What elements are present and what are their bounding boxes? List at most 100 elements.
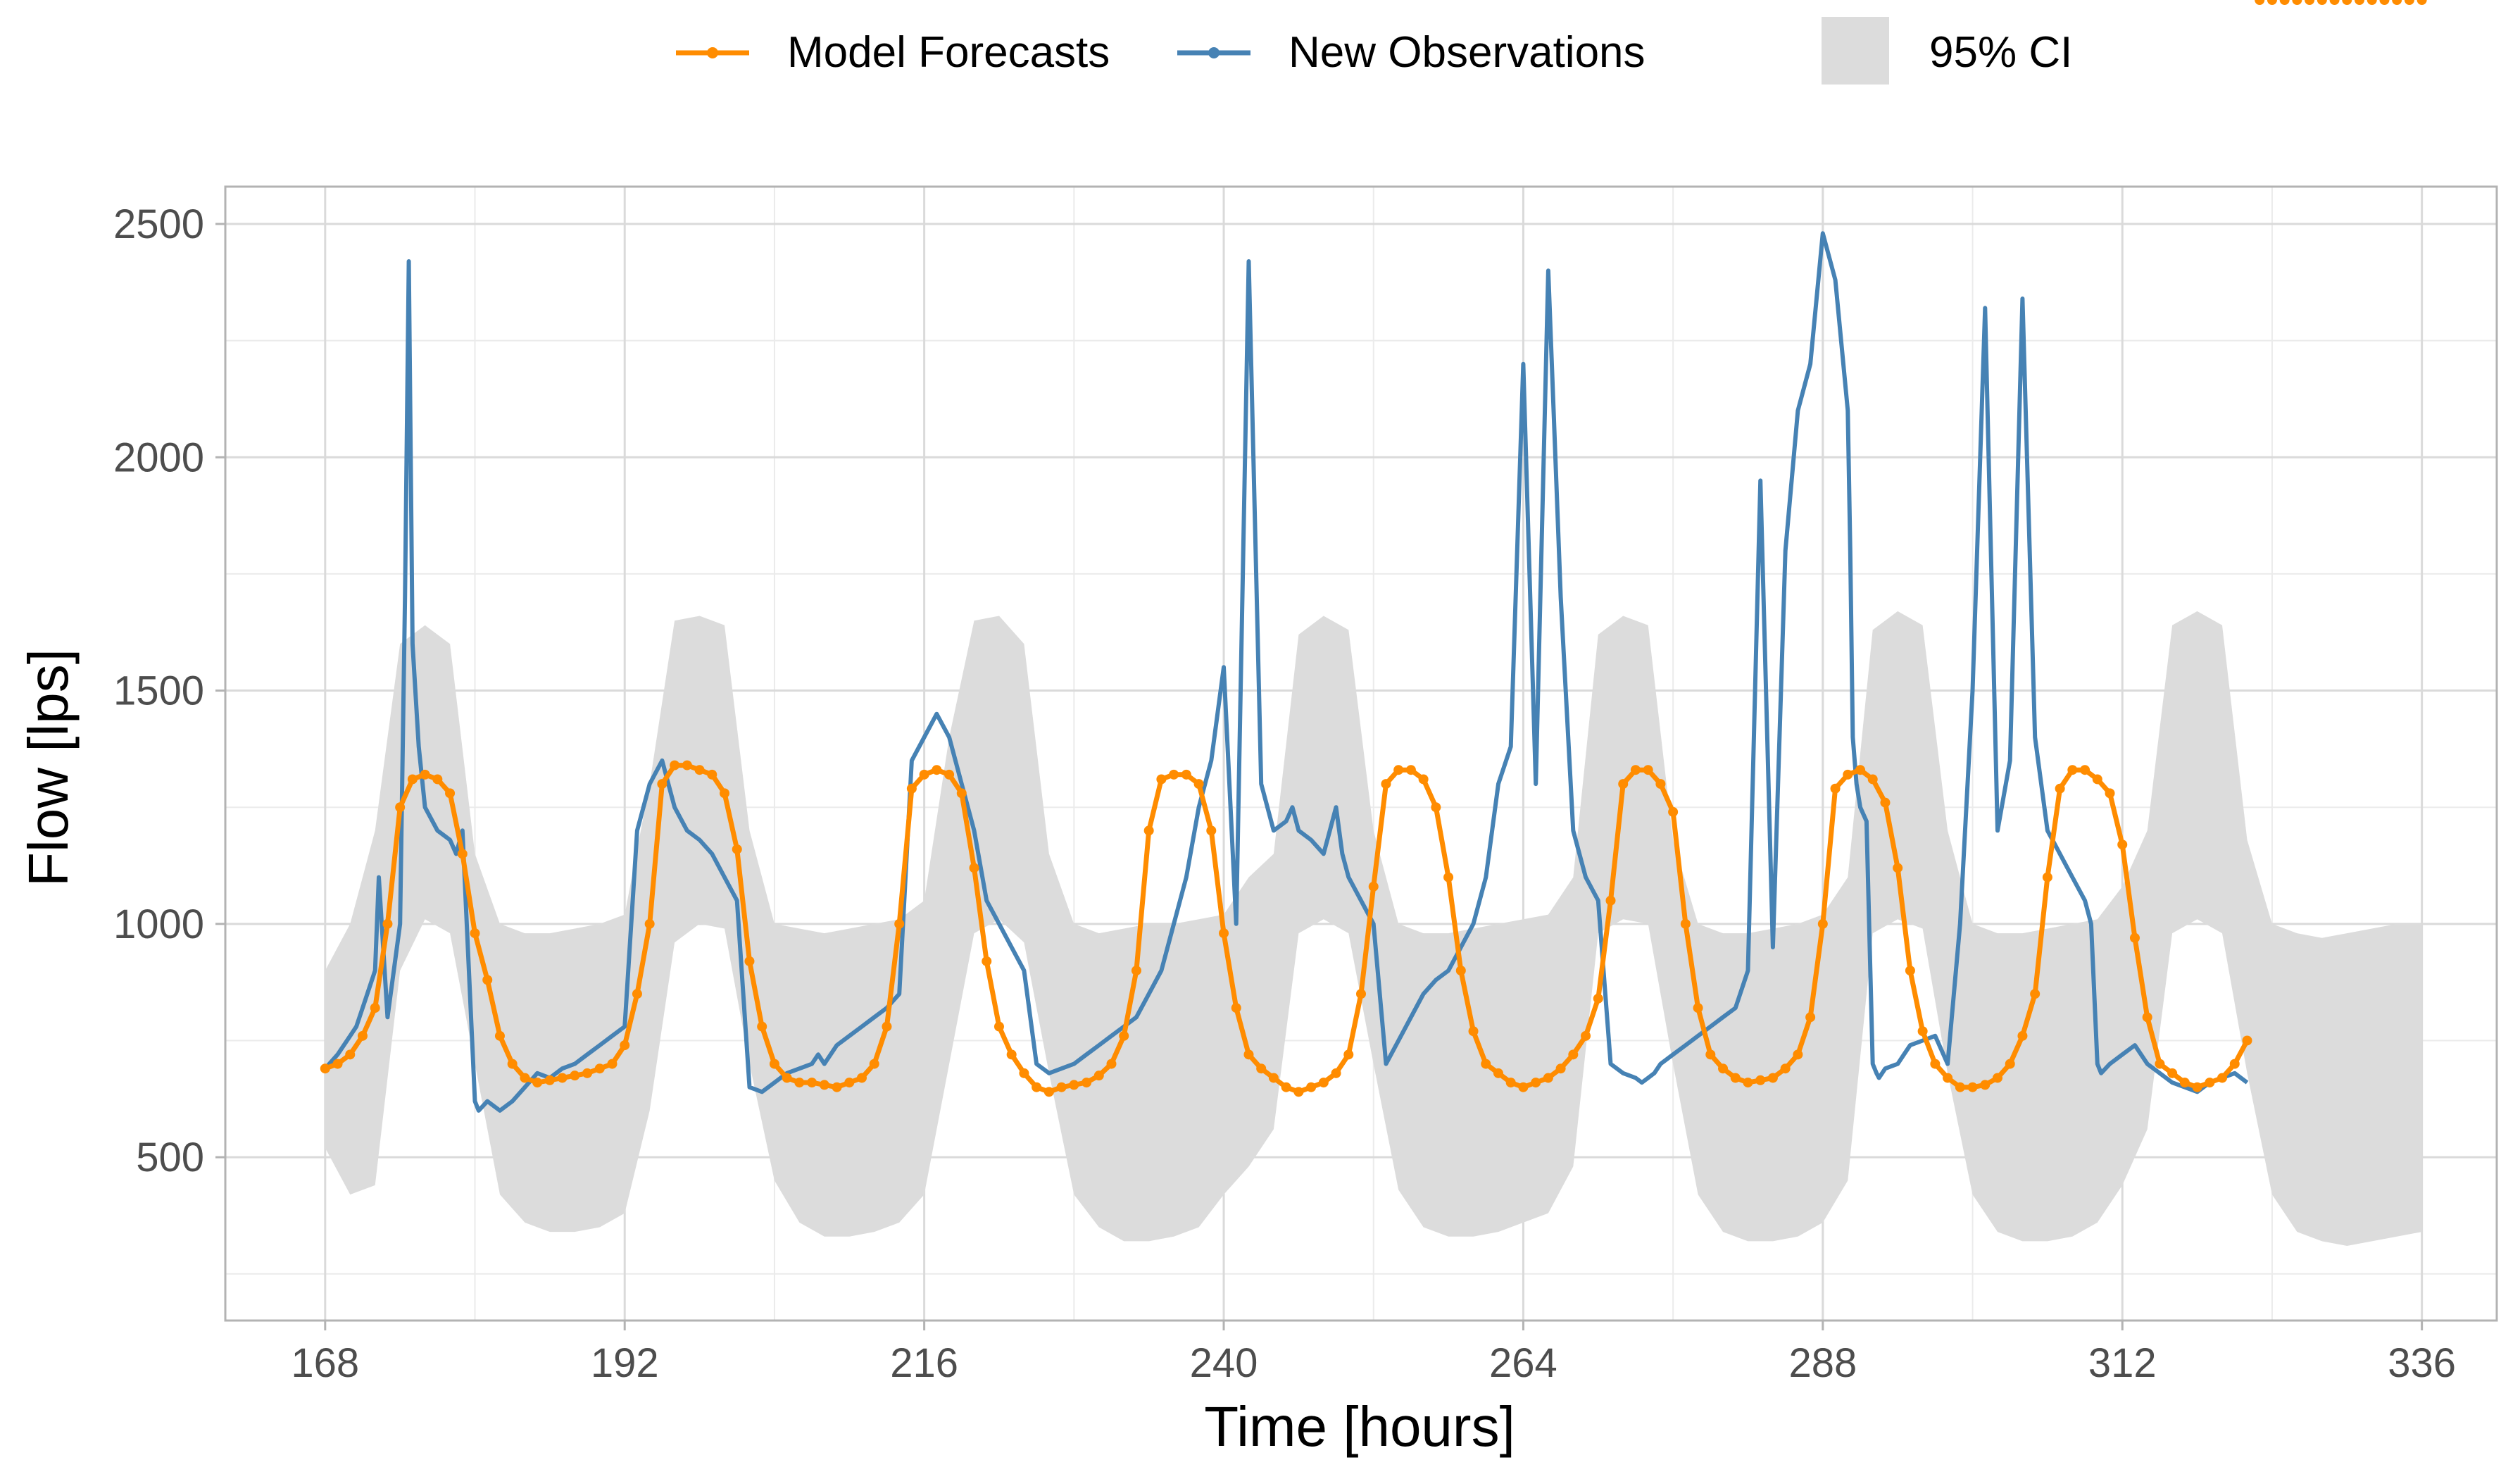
forecast-point	[1181, 769, 1191, 780]
forecast-point	[720, 788, 730, 799]
forecast-point	[382, 918, 393, 929]
forecast-point	[1169, 769, 1179, 780]
legend-observations-marker	[1208, 47, 1220, 58]
forecast-point	[520, 1073, 530, 1083]
forecast-point	[2192, 1082, 2202, 1092]
forecast-point	[794, 1078, 805, 1088]
forecast-point	[1405, 765, 1416, 775]
forecast-point	[420, 769, 430, 780]
forecast-point	[2117, 840, 2128, 850]
forecast-point	[532, 1078, 543, 1088]
forecast-point	[1356, 989, 1366, 999]
forecast-point	[1718, 1063, 1729, 1074]
forecast-point	[1219, 928, 1229, 939]
forecast-point	[932, 765, 942, 775]
forecast-point	[395, 802, 406, 813]
forecast-point	[856, 1073, 867, 1083]
forecast-point	[2255, 0, 2265, 5]
forecast-point	[1093, 1071, 1104, 1081]
forecast-point	[544, 1075, 555, 1085]
forecast-point	[1431, 802, 1441, 813]
forecast-point	[1281, 1082, 1291, 1092]
forecast-point	[1780, 1063, 1791, 1074]
forecast-point	[993, 1021, 1004, 1032]
forecast-point	[2292, 0, 2302, 5]
forecast-point	[1455, 966, 1466, 976]
legend-forecast-marker	[707, 47, 718, 58]
forecast-point	[1206, 825, 1217, 836]
forecast-point	[507, 1059, 518, 1069]
forecast-point	[1930, 1059, 1941, 1069]
forecast-point	[1593, 993, 1603, 1004]
forecast-point	[482, 975, 493, 985]
forecast-point	[1343, 1049, 1354, 1060]
forecast-point	[2317, 0, 2327, 5]
forecast-point	[1843, 769, 1853, 780]
forecast-point	[607, 1059, 618, 1069]
forecast-point	[2342, 0, 2352, 5]
forecast-point	[1468, 1026, 1479, 1037]
forecast-point	[2355, 0, 2365, 5]
legend-item-observations: New Observations	[1177, 28, 1645, 77]
forecast-point	[982, 956, 992, 966]
forecast-points	[320, 0, 2427, 1097]
forecast-point	[956, 788, 967, 799]
forecast-point	[1056, 1082, 1067, 1092]
y-axis-title: Flow [lps]	[17, 649, 80, 887]
forecast-point	[1555, 1063, 1566, 1074]
legend-item-ci: 95% CI	[1822, 17, 2072, 85]
forecast-point	[2129, 932, 2140, 943]
x-tick-label: 312	[2088, 1340, 2157, 1386]
forecast-point	[819, 1080, 829, 1090]
forecast-point	[1767, 1073, 1778, 1083]
forecast-point	[370, 1003, 380, 1013]
forecast-point	[1830, 783, 1841, 794]
forecast-point	[2067, 765, 2078, 775]
forecast-point	[2379, 0, 2390, 5]
forecast-point	[2055, 783, 2065, 794]
forecast-point	[1069, 1080, 1079, 1090]
forecast-point	[1755, 1075, 1766, 1085]
forecast-point	[1943, 1073, 1953, 1083]
x-tick-label: 168	[291, 1340, 359, 1386]
forecast-point	[1531, 1078, 1541, 1088]
forecast-point	[1256, 1063, 1267, 1074]
forecast-point	[2105, 788, 2115, 799]
forecast-point	[1156, 774, 1167, 785]
forecast-point	[1568, 1049, 1579, 1060]
forecast-point	[2329, 0, 2340, 5]
forecast-point	[2080, 765, 2090, 775]
forecast-point	[1581, 1030, 1591, 1041]
x-tick-label: 216	[890, 1340, 958, 1386]
forecast-point	[2367, 0, 2377, 5]
forecast-point	[807, 1078, 817, 1088]
forecast-point	[919, 769, 929, 780]
forecast-point	[1243, 1049, 1254, 1060]
forecast-point	[1293, 1087, 1304, 1097]
forecast-point	[1006, 1049, 1017, 1060]
forecast-point	[1730, 1073, 1741, 1083]
forecast-point	[769, 1059, 779, 1069]
forecast-point	[670, 760, 680, 770]
forecast-point	[1743, 1078, 1753, 1088]
forecast-point	[1668, 806, 1679, 817]
observations-line	[323, 231, 2249, 1113]
forecast-point	[906, 783, 917, 794]
forecast-point	[1917, 1026, 1928, 1037]
forecast-point	[1605, 895, 1616, 906]
forecast-point	[457, 849, 468, 859]
forecast-point	[744, 956, 755, 966]
forecast-point	[2005, 1059, 2015, 1069]
forecast-point	[1992, 1073, 2002, 1083]
forecast-point	[332, 1059, 343, 1069]
forecast-point	[320, 1063, 330, 1074]
forecast-point	[1032, 1082, 1042, 1092]
forecast-point	[1905, 966, 1915, 976]
forecast-point	[657, 779, 667, 790]
forecast-point	[732, 844, 742, 854]
forecast-point	[582, 1068, 593, 1078]
forecast-point	[1867, 774, 1878, 785]
forecast-point	[944, 769, 955, 780]
